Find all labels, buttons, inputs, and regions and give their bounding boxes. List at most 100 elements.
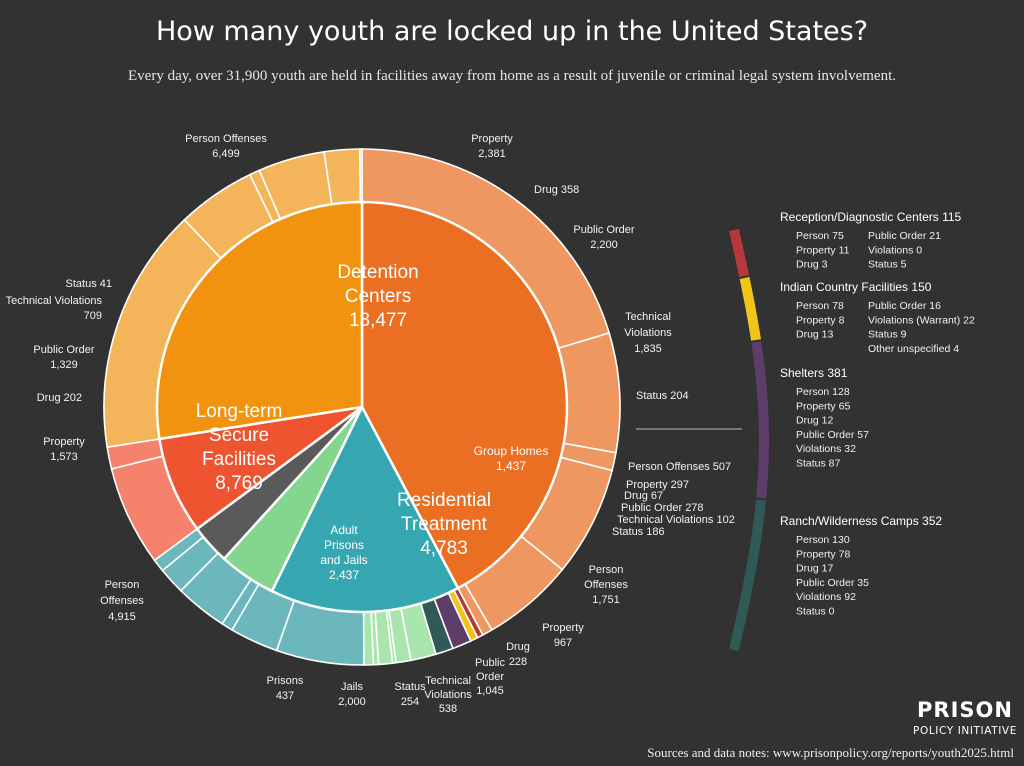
side-block-title: Indian Country Facilities 150	[780, 280, 932, 294]
outer-label-rt-tech: Violations	[424, 689, 472, 701]
inner-label-residential-treatment: 4,783	[420, 538, 468, 559]
side-block-item: Violations 32	[796, 443, 856, 455]
inner-label-long-term-secure-facilities: Long-term	[196, 401, 283, 422]
side-block-item: Property 11	[796, 244, 850, 256]
outer-label-group-homes: Property 297	[626, 479, 689, 491]
outer-slice-status	[359, 148, 363, 203]
pie-slice-detention-centers	[360, 200, 569, 590]
chart-subtitle: Every day, over 31,900 youth are held in…	[128, 68, 896, 84]
pie-slice-adult-prisons-and-jails	[158, 405, 363, 531]
outer-label-det-public: 2,200	[590, 239, 618, 251]
side-block-item: Status 9	[868, 329, 907, 341]
outer-label-group-homes: Status 186	[612, 526, 665, 538]
inner-label-adult-prisons-and-jails: Prisons	[324, 538, 364, 552]
side-block-item: Status 0	[796, 606, 835, 618]
outer-label-lt-person: Offenses	[100, 595, 144, 607]
outer-label-group-homes: Technical Violations 102	[617, 514, 735, 526]
inner-label-detention-centers: 13,477	[349, 310, 407, 331]
side-block-item: Person 75	[796, 230, 844, 242]
sources-note: Sources and data notes: www.prisonpolicy…	[647, 745, 1014, 760]
inner-label-adult-prisons-and-jails: 2,437	[329, 568, 359, 582]
outer-label-rt-status: Status	[394, 681, 426, 693]
side-bar-segment	[751, 341, 769, 499]
outer-label-lt-property: Property	[43, 436, 85, 448]
outer-label-rt-public: Order	[476, 671, 504, 683]
inner-label-adult-prisons-and-jails: Adult	[330, 523, 358, 537]
side-bar-segment	[739, 276, 761, 341]
side-block-item: Person 128	[796, 386, 850, 398]
outer-label-rt-tech: 538	[439, 703, 457, 715]
outer-label-group-homes: Person Offenses 507	[628, 461, 731, 473]
outer-label-prisons: Prisons	[267, 675, 304, 687]
side-block-item: Drug 12	[796, 415, 834, 427]
side-block-item: Public Order 16	[868, 300, 941, 312]
side-block-item: Drug 13	[796, 329, 834, 341]
side-block-title: Ranch/Wilderness Camps 352	[780, 514, 942, 528]
outer-label-rt-person: 1,751	[592, 594, 620, 606]
outer-label-det-person: 6,499	[212, 148, 240, 160]
outer-label-rt-drug: Drug	[506, 641, 530, 653]
side-block-item: Drug 17	[796, 563, 834, 575]
inner-label-adult-prisons-and-jails: and Jails	[320, 553, 367, 567]
side-bar-segment	[729, 499, 766, 651]
side-block-item: Status 5	[868, 259, 907, 271]
outer-label-rt-person: Offenses	[584, 579, 628, 591]
pie-slice-residential-treatment	[270, 404, 460, 614]
inner-label-long-term-secure-facilities: Facilities	[202, 449, 276, 470]
outer-label-lt-property: 1,573	[50, 451, 78, 463]
outer-label-lt-tech: 709	[84, 310, 102, 322]
outer-label-rt-public: Public	[475, 657, 505, 669]
side-block-item: Person 130	[796, 534, 850, 546]
logo-subtitle: POLICY INITIATIVE	[913, 725, 1017, 737]
outer-label-det-property: Property	[471, 133, 513, 145]
outer-label-det-person: Person Offenses	[185, 133, 267, 145]
inner-label-detention-centers: Centers	[345, 286, 412, 307]
outer-labels: Person Offenses 6,499 Property 2,381 Drug 35…	[6, 133, 742, 715]
outer-label-jails: Jails	[341, 681, 364, 693]
outer-slice-status	[362, 610, 375, 666]
outer-label-group-homes: Public Order 278	[621, 502, 704, 514]
side-block-item: Public Order 35	[796, 577, 869, 589]
inner-label-group-homes: Group Homes	[474, 444, 549, 458]
side-block-item: Status 87	[796, 458, 841, 470]
inner-label-residential-treatment: Residential	[397, 490, 491, 511]
outer-label-lt-status: Status 41	[66, 278, 112, 290]
outer-label-rt-public: 1,045	[476, 685, 504, 697]
outer-label-lt-tech: Technical Violations	[6, 295, 103, 307]
side-block-title: Reception/Diagnostic Centers 115	[780, 210, 962, 224]
logo-wordmark: PRISON	[917, 698, 1013, 722]
outer-label-rt-drug: 228	[509, 656, 527, 668]
side-block-item: Property 8	[796, 314, 845, 326]
outer-label-lt-person: Person	[105, 579, 140, 591]
inner-label-long-term-secure-facilities: 8,769	[215, 473, 263, 494]
outer-label-lt-public: Public Order	[33, 344, 94, 356]
side-block-item: Violations 92	[796, 591, 856, 603]
outer-label-rt-status: 254	[401, 696, 419, 708]
outer-label-lt-public: 1,329	[50, 359, 78, 371]
outer-label-lt-drug: Drug 202	[37, 392, 82, 404]
side-block-item: Drug 3	[796, 259, 828, 271]
outer-label-rt-person: Person	[589, 564, 624, 576]
chart-title: How many youth are locked up in the Unit…	[156, 16, 868, 47]
outer-label-det-status: Status 204	[636, 390, 689, 402]
side-breakdown-panel: Reception/Diagnostic Centers 115 Person 7…	[729, 210, 975, 651]
outer-label-det-drug: Drug 358	[534, 184, 579, 196]
outer-label-det-tech: 1,835	[634, 343, 662, 355]
side-bar-segment	[729, 228, 750, 277]
outer-label-det-tech: Technical	[625, 311, 671, 323]
side-block-item: Other unspecified 4	[868, 343, 959, 355]
inner-label-residential-treatment: Treatment	[401, 514, 488, 535]
pie-slice-long-term-secure-facilities	[155, 200, 364, 441]
pie-inner-ring	[155, 200, 569, 614]
inner-labels: Detention Centers 13,477 Residential Treatme…	[196, 262, 549, 582]
outer-label-lt-person: 4,915	[108, 611, 136, 623]
side-block-item: Property 65	[796, 400, 850, 412]
side-block-title: Shelters 381	[780, 366, 848, 380]
side-block-item: Person 78	[796, 300, 844, 312]
outer-label-rt-property: 967	[554, 637, 572, 649]
outer-label-jails: 2,000	[338, 696, 366, 708]
outer-label-det-property: 2,381	[478, 148, 506, 160]
side-block-item: Violations 0	[868, 244, 922, 256]
side-block-item: Public Order 21	[868, 230, 941, 242]
